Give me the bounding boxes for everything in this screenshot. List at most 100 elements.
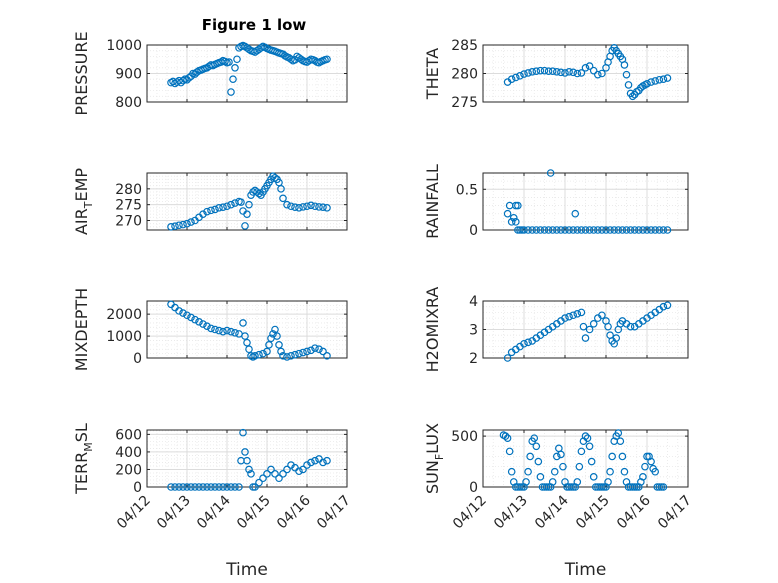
y-tick-label: 600 [115,427,142,443]
data-point [183,219,191,228]
data-point [567,483,575,491]
data-point [219,483,227,491]
y-axis-label: THETA [423,48,442,100]
data-point [259,474,267,483]
data-point [251,352,259,360]
x-tick-label: 04/13 [491,493,531,533]
data-point [581,226,590,234]
data-point [323,204,331,212]
x-axis-label: Time [225,560,268,580]
data-point [528,67,537,76]
data-point [175,221,183,230]
data-point [651,77,660,85]
data-point [287,55,295,64]
y-tick-label: 0 [469,480,478,496]
y-tick-label: 500 [451,429,478,445]
data-point [241,448,249,456]
data-point [571,209,580,218]
data-point [589,473,598,481]
data-point [283,200,291,209]
data-point [573,310,582,318]
data-point [583,434,592,442]
data-point [195,483,203,491]
data-point [573,478,582,486]
data-point [655,226,664,234]
data-point [630,226,639,234]
data-point [612,334,621,342]
data-point [307,458,315,467]
data-point [273,332,281,340]
data-point [600,483,608,491]
data-point [311,456,319,465]
data-point [630,483,639,491]
data-point [179,483,187,491]
data-point [203,207,211,216]
data-point [195,318,203,326]
figure-title: Figure 1 low [202,16,307,34]
data-point [175,483,183,491]
data-point [632,483,641,491]
data-point [227,200,235,209]
data-point [511,201,520,210]
data-point [526,452,534,461]
data-point [577,69,586,77]
data-point [540,66,549,75]
data-point [207,483,215,491]
data-point [626,226,635,234]
data-point [581,334,590,342]
data-point [585,442,594,451]
data-point [167,483,175,491]
data-point [323,352,331,360]
data-point [319,347,327,356]
data-point [203,322,211,331]
x-tick-label: 04/17 [655,493,695,533]
y-axis-label: SUNFLUX [423,423,446,494]
y-tick-label: 280 [451,67,478,83]
x-axis-label: Time [564,560,607,580]
data-point [507,218,516,226]
data-point [303,202,311,211]
data-point [622,70,631,79]
data-point [540,226,549,234]
data-point [311,344,319,352]
data-point [277,185,285,193]
data-point [598,226,606,234]
data-point [557,450,565,459]
data-point [243,210,251,218]
data-point [634,226,643,234]
data-point [299,203,307,211]
data-point [223,202,231,211]
data-point [616,437,625,445]
subplot-pressure: 800 900 1000 PRESSURE [72,31,348,116]
data-point [647,226,655,234]
data-point [187,313,195,322]
data-point [223,483,231,491]
data-point [624,81,633,89]
data-point [655,483,664,491]
data-point [227,88,235,96]
data-point [565,67,573,76]
data-point [593,226,602,234]
data-point [643,452,651,461]
data-point [575,462,584,471]
y-tick-label: 275 [451,95,478,111]
y-tick-label: 280 [115,182,142,198]
data-point [167,223,175,231]
data-point [522,478,530,486]
data-point [277,347,285,356]
y-tick-label: 800 [115,95,142,111]
subplot-h2omixra: 2 3 4 H2OMIXRA [423,287,689,372]
data-point [291,203,299,212]
y-tick-label: 900 [115,67,142,83]
data-point [620,467,629,476]
data-point [569,68,578,77]
y-tick-label: 200 [115,462,142,478]
data-point [559,462,567,471]
data-point [319,203,327,212]
data-point [516,226,524,234]
y-tick-label: 285 [451,38,478,54]
data-point [604,478,612,486]
data-point [577,447,586,456]
data-point [606,467,614,476]
data-point [569,226,578,234]
